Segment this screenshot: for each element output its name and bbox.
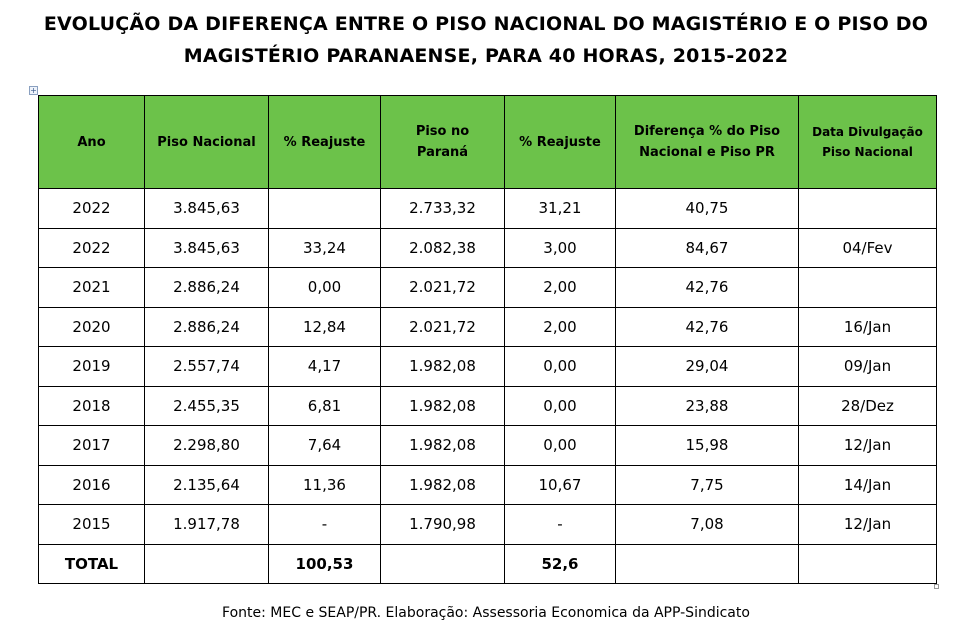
table-row: 2020 2.886,24 12,84 2.021,72 2,00 42,76 16/Jan xyxy=(38,306,937,347)
header-reajuste-nacional: % Reajuste xyxy=(268,95,381,189)
cell-ano: 2022 xyxy=(38,188,145,229)
cell-piso-parana: 2.021,72 xyxy=(380,306,505,347)
cell-piso-parana: 1.982,08 xyxy=(380,425,505,466)
cell-diferenca: 84,67 xyxy=(615,227,799,268)
cell-reajuste-parana: 10,67 xyxy=(504,464,616,505)
cell-reajuste-parana: 3,00 xyxy=(504,227,616,268)
title-line-2: MAGISTÉRIO PARANAENSE, PARA 40 HORAS, 20… xyxy=(183,45,789,67)
cell-ano: 2016 xyxy=(38,464,145,505)
table-row: 2018 2.455,35 6,81 1.982,08 0,00 23,88 28/Dez xyxy=(38,385,937,426)
header-ano: Ano xyxy=(38,95,145,189)
cell-diferenca: 7,08 xyxy=(615,504,799,545)
cell-data-divulgacao xyxy=(798,188,937,229)
table-resize-handle[interactable] xyxy=(934,584,939,589)
cell-piso-parana: 2.082,38 xyxy=(380,227,505,268)
header-data-divulgacao: Data Divulgação Piso Nacional xyxy=(798,95,937,189)
cell-piso-nacional: 2.886,24 xyxy=(144,306,269,347)
table-row: 2022 3.845,63 2.733,32 31,21 40,75 xyxy=(38,188,937,229)
cell-data-divulgacao: 04/Fev xyxy=(798,227,937,268)
cell-reajuste-nacional: 6,81 xyxy=(268,385,381,426)
cell-piso-parana: 1.982,08 xyxy=(380,385,505,426)
cell-data-divulgacao: 14/Jan xyxy=(798,464,937,505)
cell-diferenca: 7,75 xyxy=(615,464,799,505)
cell-diferenca: 42,76 xyxy=(615,306,799,347)
cell-piso-parana: 1.790,98 xyxy=(380,504,505,545)
cell-reajuste-parana: 0,00 xyxy=(504,425,616,466)
cell-piso-nacional: 3.845,63 xyxy=(144,188,269,229)
header-diferenca: Diferença % do Piso Nacional e Piso PR xyxy=(615,95,799,189)
header-reajuste-parana: % Reajuste xyxy=(504,95,616,189)
move-handle-icon[interactable]: + xyxy=(29,86,38,95)
cell-piso-parana: 1.982,08 xyxy=(380,346,505,387)
table-header-row: Ano Piso Nacional % Reajuste Piso no Par… xyxy=(38,95,937,189)
cell-reajuste-parana: 2,00 xyxy=(504,306,616,347)
cell-ano: 2015 xyxy=(38,504,145,545)
cell-reajuste-parana: - xyxy=(504,504,616,545)
cell-reajuste-nacional: 33,24 xyxy=(268,227,381,268)
cell-reajuste-parana: 0,00 xyxy=(504,346,616,387)
cell-reajuste-parana: 2,00 xyxy=(504,267,616,308)
total-row: TOTAL 100,53 52,6 xyxy=(38,543,937,584)
cell-data-divulgacao: 28/Dez xyxy=(798,385,937,426)
cell-piso-nacional: 2.455,35 xyxy=(144,385,269,426)
cell-reajuste-nacional: 12,84 xyxy=(268,306,381,347)
cell-piso-parana: 2.733,32 xyxy=(380,188,505,229)
header-piso-nacional: Piso Nacional xyxy=(144,95,269,189)
cell-diferenca: 15,98 xyxy=(615,425,799,466)
cell-reajuste-nacional: 0,00 xyxy=(268,267,381,308)
cell-reajuste-nacional: - xyxy=(268,504,381,545)
source-note: Fonte: MEC e SEAP/PR. Elaboração: Assess… xyxy=(222,605,750,621)
total-cell-ano: TOTAL xyxy=(38,543,145,584)
cell-data-divulgacao xyxy=(798,267,937,308)
table-row: 2017 2.298,80 7,64 1.982,08 0,00 15,98 12/Jan xyxy=(38,425,937,466)
table-row: 2021 2.886,24 0,00 2.021,72 2,00 42,76 xyxy=(38,267,937,308)
table-row: 2022 3.845,63 33,24 2.082,38 3,00 84,67 04/Fev xyxy=(38,227,937,268)
cell-reajuste-nacional xyxy=(268,188,381,229)
cell-ano: 2017 xyxy=(38,425,145,466)
cell-reajuste-parana: 31,21 xyxy=(504,188,616,229)
cell-diferenca: 29,04 xyxy=(615,346,799,387)
cell-ano: 2020 xyxy=(38,306,145,347)
cell-diferenca: 23,88 xyxy=(615,385,799,426)
total-cell-diferenca xyxy=(615,543,799,584)
cell-ano: 2021 xyxy=(38,267,145,308)
header-piso-parana: Piso no Paraná xyxy=(380,95,505,189)
cell-reajuste-parana: 0,00 xyxy=(504,385,616,426)
table-row: 2019 2.557,74 4,17 1.982,08 0,00 29,04 09/Jan xyxy=(38,346,937,387)
cell-data-divulgacao: 16/Jan xyxy=(798,306,937,347)
total-cell-reajuste-nacional: 100,53 xyxy=(268,543,381,584)
cell-reajuste-nacional: 11,36 xyxy=(268,464,381,505)
table-row: 2015 1.917,78-1.790,98-7,08 12/Jan xyxy=(38,504,937,545)
cell-piso-nacional: 2.135,64 xyxy=(144,464,269,505)
cell-reajuste-nacional: 7,64 xyxy=(268,425,381,466)
data-table: Ano Piso Nacional % Reajuste Piso no Par… xyxy=(38,95,937,584)
cell-piso-nacional: 2.557,74 xyxy=(144,346,269,387)
cell-diferenca: 42,76 xyxy=(615,267,799,308)
cell-piso-parana: 2.021,72 xyxy=(380,267,505,308)
cell-ano: 2018 xyxy=(38,385,145,426)
cell-piso-nacional: 1.917,78 xyxy=(144,504,269,545)
cell-ano: 2022 xyxy=(38,227,145,268)
total-cell-piso-parana xyxy=(380,543,505,584)
cell-reajuste-nacional: 4,17 xyxy=(268,346,381,387)
cell-data-divulgacao: 09/Jan xyxy=(798,346,937,387)
cell-piso-nacional: 2.886,24 xyxy=(144,267,269,308)
cell-data-divulgacao: 12/Jan xyxy=(798,425,937,466)
cell-piso-nacional: 3.845,63 xyxy=(144,227,269,268)
table-row: 2016 2.135,64 11,36 1.982,08 10,67 7,75 14/Jan xyxy=(38,464,937,505)
total-cell-reajuste-parana: 52,6 xyxy=(504,543,616,584)
cell-ano: 2019 xyxy=(38,346,145,387)
total-cell-data-divulgacao xyxy=(798,543,937,584)
cell-piso-parana: 1.982,08 xyxy=(380,464,505,505)
cell-piso-nacional: 2.298,80 xyxy=(144,425,269,466)
total-cell-piso-nacional xyxy=(144,543,269,584)
document-title: EVOLUÇÃO DA DIFERENÇA ENTRE O PISO NACIO… xyxy=(0,8,972,72)
title-line-1: EVOLUÇÃO DA DIFERENÇA ENTRE O PISO NACIO… xyxy=(43,13,929,35)
cell-diferenca: 40,75 xyxy=(615,188,799,229)
cell-data-divulgacao: 12/Jan xyxy=(798,504,937,545)
